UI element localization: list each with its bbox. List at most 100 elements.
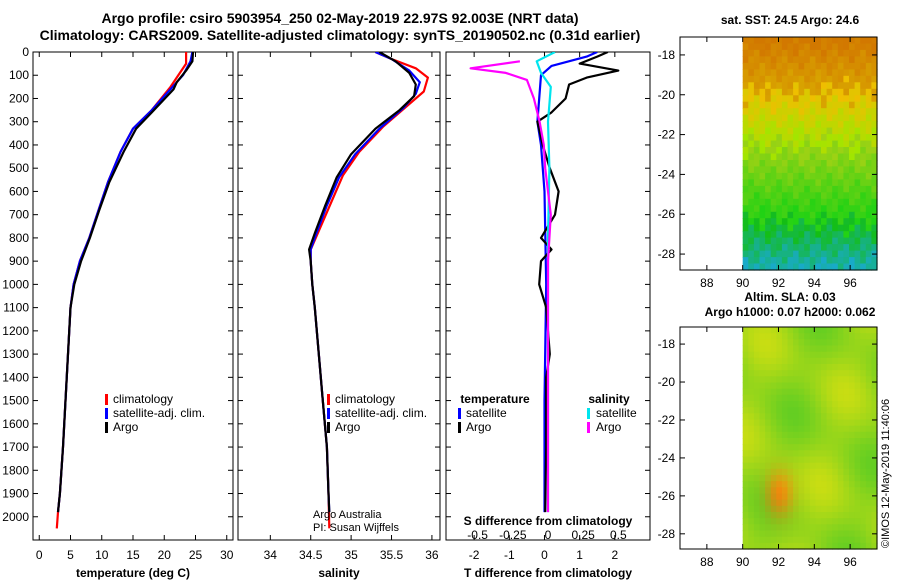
sst_map-cell — [742, 185, 749, 193]
sst_map-cell — [770, 69, 777, 77]
sla_map-cell — [759, 456, 766, 464]
sst_map-cell — [748, 160, 755, 168]
sst_map-cell — [793, 192, 800, 200]
sla_map-cell — [849, 462, 856, 470]
sst_map-cell — [854, 172, 861, 180]
sst_map-cell — [753, 250, 761, 258]
sla_map-cell — [826, 518, 833, 525]
sla_map-cell — [854, 419, 861, 427]
salinity-diff-tick-label: 0 — [545, 528, 552, 542]
sst_map-cell — [787, 140, 794, 148]
sla_map-cell — [753, 518, 761, 525]
sst_map-cell — [821, 166, 828, 174]
sla_map-cell — [849, 376, 856, 384]
sst_map-cell — [837, 108, 844, 116]
sst_map-cell — [742, 205, 749, 213]
sla_map-cell — [770, 444, 777, 451]
sst_map-cell — [832, 49, 839, 57]
sst_map-cell — [837, 43, 844, 51]
sst_map-cell — [759, 185, 766, 193]
sla_map-cell — [753, 333, 761, 340]
sst_map-cell — [798, 140, 805, 148]
sla_map-cell — [753, 345, 761, 353]
sst_map-cell — [826, 75, 833, 83]
sst_map-cell — [837, 140, 844, 148]
sla_map-cell — [843, 401, 850, 408]
sla_map-cell — [781, 468, 789, 476]
sst_map-cell — [793, 244, 800, 252]
sla_map-cell — [770, 499, 777, 507]
sst_map-ytick-label: -24 — [658, 167, 676, 181]
sst_map-cell — [748, 244, 755, 252]
sla_map-cell — [837, 456, 844, 464]
sst_map-cell — [753, 160, 761, 168]
sla_map-cell — [748, 487, 755, 495]
sst_map-cell — [809, 121, 816, 129]
sst_map-cell — [860, 147, 867, 155]
sla_map-cell — [804, 339, 811, 347]
sla_map-cell — [781, 481, 789, 488]
sst_map-cell — [804, 134, 811, 142]
sla_map-cell — [860, 376, 867, 384]
sst_map-field — [742, 37, 878, 271]
sla_map-cell — [826, 351, 833, 359]
sst_map-cell — [809, 224, 816, 232]
sla_map-cell — [832, 475, 839, 482]
salinity-diff-tick-label: 0.25 — [571, 528, 595, 542]
sst_map-cell — [787, 179, 794, 187]
sla_map-cell — [748, 493, 755, 501]
sla_map-cell — [854, 512, 861, 519]
sst_map-cell — [849, 134, 856, 142]
sst_map-cell — [793, 134, 800, 142]
sla_map-cell — [871, 388, 878, 396]
sst_map-cell — [759, 166, 766, 174]
salinity-legend-label: satellite-adj. clim. — [335, 406, 427, 420]
sla_map-cell — [821, 444, 828, 451]
sla_map-cell — [787, 419, 794, 427]
sla_map-cell — [821, 351, 828, 359]
sla_map-cell — [854, 339, 861, 347]
sla_map-cell — [787, 339, 794, 347]
sst_map-cell — [753, 69, 761, 77]
sst_map-cell — [849, 160, 856, 168]
sla_map-cell — [765, 407, 772, 414]
sst_map-cell — [832, 95, 839, 103]
sst_map-cell — [837, 153, 844, 161]
sla_map-cell — [781, 401, 789, 408]
sla_map-cell — [742, 339, 749, 347]
sla_map-cell — [832, 388, 839, 396]
salinity-xtick-label: 35.5 — [380, 548, 404, 562]
sst_map-cell — [765, 244, 772, 252]
sla_map-cell — [821, 425, 828, 433]
sst_map-cell — [809, 147, 816, 155]
sst_map-cell — [837, 166, 844, 174]
sst_map-cell — [759, 108, 766, 116]
sla_map-cell — [776, 468, 783, 476]
sst_map-cell — [753, 82, 761, 90]
sla_map-cell — [793, 376, 800, 384]
sla_map-cell — [809, 419, 816, 427]
sla_map-cell — [871, 456, 878, 464]
sla_map-cell — [854, 376, 861, 384]
sla_map-cell — [815, 333, 822, 340]
sst_map-cell — [804, 198, 811, 206]
sst_map-cell — [865, 166, 872, 174]
sla_map-cell — [765, 524, 772, 532]
sst_map-cell — [865, 179, 872, 187]
sla_map-cell — [849, 524, 856, 532]
sla_map-xtick-label: 94 — [808, 555, 822, 569]
sla_map-cell — [849, 542, 856, 550]
sst_map-cell — [798, 56, 805, 64]
sst_map-cell — [815, 166, 822, 174]
sst_map-cell — [826, 250, 833, 258]
sla_map-cell — [821, 388, 828, 396]
sla_map-cell — [826, 394, 833, 402]
sst_map-cell — [753, 218, 761, 226]
sst_map-cell — [809, 43, 816, 51]
sla_map-cell — [765, 444, 772, 451]
sst_map-cell — [826, 121, 833, 129]
sst_map-cell — [871, 95, 878, 103]
sla_map-cell — [798, 462, 805, 470]
sst_map-cell — [770, 179, 777, 187]
sla_map-cell — [793, 530, 800, 538]
